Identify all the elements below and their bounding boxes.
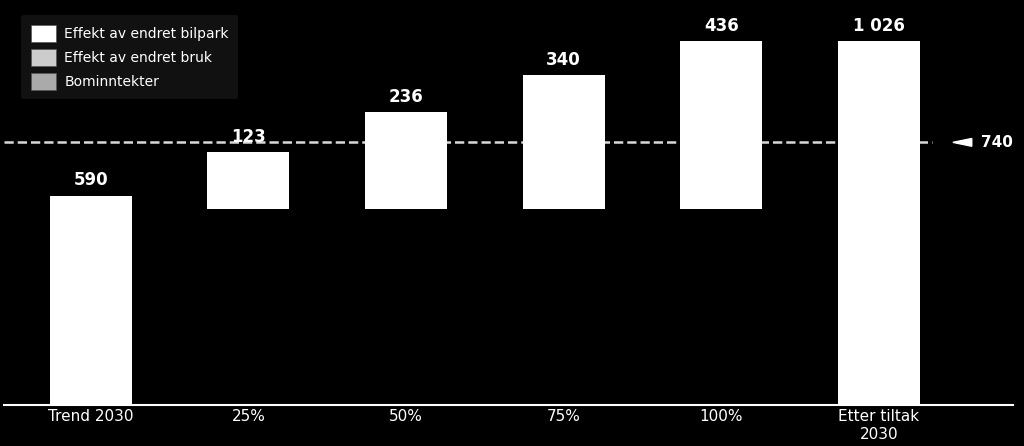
- Bar: [680, 195, 762, 209]
- Text: 1 026: 1 026: [853, 17, 905, 35]
- Legend: Effekt av endret bilpark, Effekt av endret bruk, Bominntekter: Effekt av endret bilpark, Effekt av endr…: [22, 15, 239, 99]
- Bar: [365, 112, 447, 195]
- Bar: [208, 195, 290, 209]
- Text: 236: 236: [389, 87, 423, 106]
- Bar: [838, 41, 920, 405]
- Text: 590: 590: [74, 171, 109, 189]
- Bar: [522, 195, 604, 209]
- Bar: [365, 195, 447, 209]
- Text: 436: 436: [703, 17, 738, 35]
- Bar: [522, 75, 604, 195]
- Text: 740: 740: [981, 135, 1013, 150]
- Bar: [208, 152, 290, 195]
- Bar: [50, 195, 132, 405]
- Polygon shape: [953, 138, 972, 146]
- Text: 340: 340: [546, 51, 581, 69]
- Text: 123: 123: [231, 128, 266, 145]
- Bar: [680, 41, 762, 195]
